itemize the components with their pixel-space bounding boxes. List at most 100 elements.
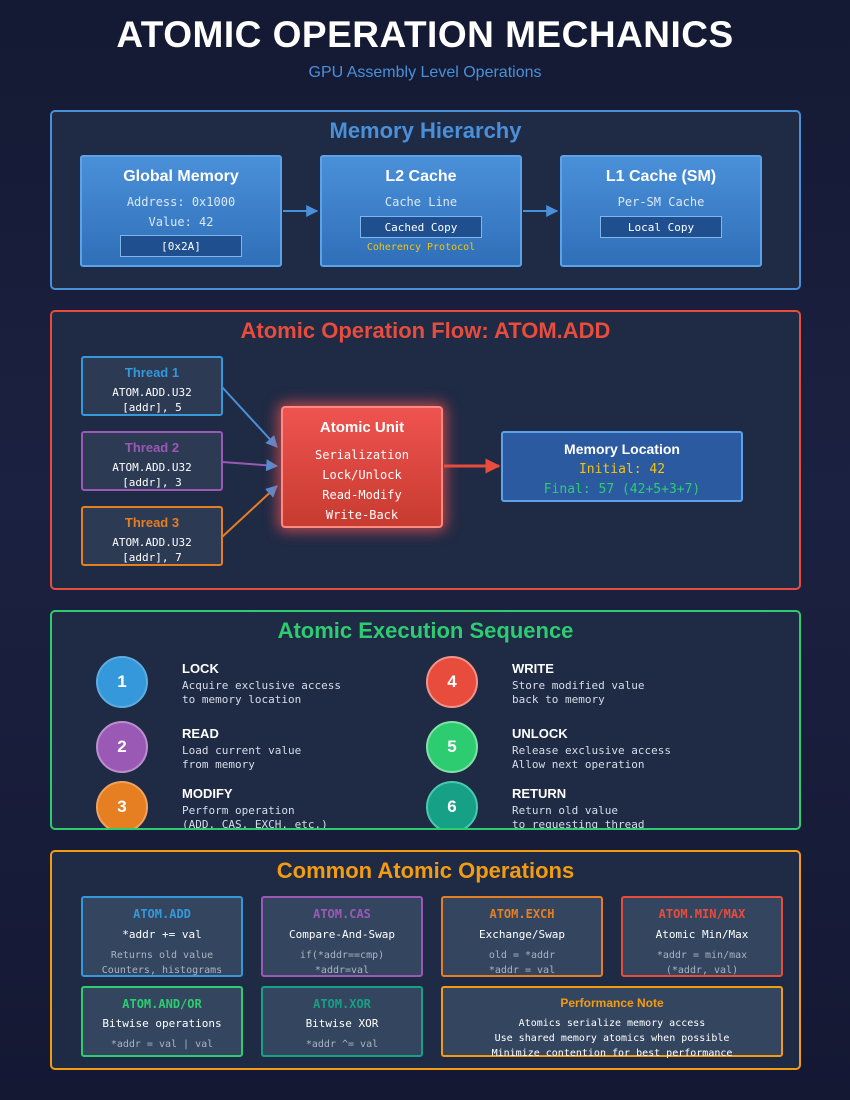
thread-3-instr: ATOM.ADD.U32 [112, 536, 192, 549]
op-atom-xor: ATOM.XOR Bitwise XOR *addr ^= val [261, 986, 423, 1057]
op-atom-cas-detail-1: if(*addr==cmp) [299, 950, 385, 961]
thread-1-name: Thread 1 [124, 365, 180, 380]
performance-note-line-2: Use shared memory atomics when possible [494, 1033, 730, 1044]
op-atom-cas: ATOM.CAS Compare-And-Swap if(*addr==cmp)… [261, 896, 423, 977]
thread-2-args: [addr], 3 [122, 476, 182, 489]
op-atom-xor-name: ATOM.XOR [313, 997, 371, 1011]
coherency-protocol-note: Coherency Protocol [366, 242, 476, 253]
thread-1-instr: ATOM.ADD.U32 [112, 386, 192, 399]
step-3-circle: 3 [96, 781, 148, 828]
l1-local-copy-chip: Local Copy [600, 216, 722, 238]
global-memory-title: Global Memory [123, 168, 239, 185]
global-memory-hex-chip: [0x2A] [120, 235, 242, 257]
thread3-arrow [221, 485, 278, 538]
thread-2-name: Thread 2 [124, 440, 180, 455]
op-atom-cas-detail-2: *addr=val [314, 965, 370, 976]
performance-note-line-3: Minimize contention for best performance [491, 1048, 733, 1059]
thread-1-args: [addr], 5 [122, 401, 182, 414]
op-atom-minmax-detail-1: *addr = min/max [656, 950, 748, 961]
op-atom-xor-detail: *addr ^= val [305, 1039, 379, 1050]
atomic-unit-rmw: Read-Modify [322, 488, 402, 502]
op-atom-exch-name: ATOM.EXCH [489, 907, 555, 921]
step-2-label: READ [182, 726, 219, 741]
atomic-unit-title: Atomic Unit [319, 419, 405, 436]
memory-location-box: Memory Location Initial: 42 Final: 57 (4… [501, 431, 743, 502]
memory-hierarchy-title: Memory Hierarchy [329, 118, 522, 143]
l1-cache-box: L1 Cache (SM) Per-SM Cache Local Copy [560, 155, 762, 267]
step-1-desc: Acquire exclusive access to memory locat… [182, 679, 341, 706]
l2-cache-line: Cache Line [384, 195, 458, 209]
op-atom-xor-desc: Bitwise XOR [305, 1017, 379, 1030]
atomic-unit-lock: Lock/Unlock [322, 468, 402, 482]
op-atom-add-name: ATOM.ADD [133, 907, 191, 921]
step-3-label: MODIFY [182, 786, 233, 801]
op-atom-add-desc: *addr += val [122, 928, 202, 941]
step-4-label: WRITE [512, 661, 554, 676]
op-atom-and-or-detail: *addr = val | val [110, 1039, 214, 1050]
atomic-unit-writeback: Write-Back [325, 508, 399, 522]
performance-note-line-1: Atomics serialize memory access [518, 1018, 706, 1029]
thread-3-args: [addr], 7 [122, 551, 182, 564]
op-atom-minmax: ATOM.MIN/MAX Atomic Min/Max *addr = min/… [621, 896, 783, 977]
step-3-desc: Perform operation (ADD, CAS, EXCH, etc.) [182, 804, 328, 830]
l1-per-sm-cache: Per-SM Cache [617, 195, 705, 209]
thread-1-box: Thread 1 ATOM.ADD.U32 [addr], 5 [81, 356, 223, 416]
op-atom-minmax-detail-2: (*addr, val) [665, 965, 739, 976]
memory-location-initial: Initial: 42 [578, 462, 666, 477]
op-atom-exch: ATOM.EXCH Exchange/Swap old = *addr *add… [441, 896, 603, 977]
flow-arrows [221, 386, 501, 538]
step-6-desc: Return old value to requesting thread [512, 804, 645, 830]
atomic-flow-title: Atomic Operation Flow: ATOM.ADD [240, 318, 611, 343]
op-atom-minmax-desc: Atomic Min/Max [655, 928, 749, 941]
thread2-arrow [221, 459, 279, 472]
step-2-desc: Load current value from memory [182, 744, 302, 771]
l2-cache-title: L2 Cache [385, 168, 457, 185]
atomic-unit-serialization: Serialization [315, 448, 409, 462]
memory-location-final: Final: 57 (42+5+3+7) [543, 482, 701, 497]
op-atom-and-or: ATOM.AND/OR Bitwise operations *addr = v… [81, 986, 243, 1057]
step-5-label: UNLOCK [512, 726, 568, 741]
common-ops-panel: Common Atomic Operations ATOM.ADD *addr … [50, 850, 801, 1070]
memory-arrows [283, 205, 559, 217]
l1-cache-title: L1 Cache (SM) [605, 168, 717, 185]
op-atom-and-or-desc: Bitwise operations [102, 1017, 222, 1030]
thread-2-box: Thread 2 ATOM.ADD.U32 [addr], 3 [81, 431, 223, 491]
l2-cached-copy-chip: Cached Copy [360, 216, 482, 238]
op-atom-add-detail-2: Counters, histograms [101, 965, 223, 976]
op-atom-and-or-name: ATOM.AND/OR [122, 997, 202, 1011]
op-atom-add: ATOM.ADD *addr += val Returns old value … [81, 896, 243, 977]
thread-3-name: Thread 3 [124, 515, 180, 530]
step-1-circle: 1 [96, 656, 148, 708]
atomic-unit-box: Atomic Unit Serialization Lock/Unlock Re… [281, 406, 443, 528]
step-4-circle: 4 [426, 656, 478, 708]
memory-hierarchy-panel: Memory Hierarchy Global Memory Address: … [50, 110, 801, 290]
thread-3-box: Thread 3 ATOM.ADD.U32 [addr], 7 [81, 506, 223, 566]
execution-sequence-title: Atomic Execution Sequence [277, 618, 574, 643]
performance-note-title: Performance Note [560, 996, 664, 1010]
global-memory-value: Value: 42 [148, 215, 214, 229]
memory-location-title: Memory Location [564, 441, 680, 457]
step-1-label: LOCK [182, 661, 219, 676]
op-atom-cas-name: ATOM.CAS [313, 907, 371, 921]
thread-2-instr: ATOM.ADD.U32 [112, 461, 192, 474]
step-2-circle: 2 [96, 721, 148, 773]
op-atom-exch-detail-1: old = *addr [488, 950, 556, 961]
page-subtitle: GPU Assembly Level Operations [308, 64, 542, 81]
global-memory-address: Address: 0x1000 [126, 195, 236, 209]
l2-cache-box: L2 Cache Cache Line Cached Copy Coherenc… [320, 155, 522, 267]
step-4-desc: Store modified value back to memory [512, 679, 645, 706]
atomic-flow-panel: Atomic Operation Flow: ATOM.ADD Thread 1… [50, 310, 801, 590]
common-ops-title: Common Atomic Operations [276, 858, 575, 883]
step-6-circle: 6 [426, 781, 478, 828]
op-atom-minmax-name: ATOM.MIN/MAX [658, 907, 746, 921]
execution-sequence-panel: Atomic Execution Sequence 1 LOCK Acquire… [50, 610, 801, 830]
step-5-circle: 5 [426, 721, 478, 773]
page-title: ATOMIC OPERATION MECHANICS [116, 14, 734, 55]
step-5-desc: Release exclusive access Allow next oper… [512, 744, 671, 771]
thread1-arrow [221, 386, 278, 448]
op-atom-exch-detail-2: *addr = val [488, 965, 556, 976]
op-atom-add-detail-1: Returns old value [110, 950, 214, 961]
op-atom-exch-desc: Exchange/Swap [478, 928, 566, 941]
step-6-label: RETURN [512, 786, 567, 801]
op-atom-cas-desc: Compare-And-Swap [289, 928, 395, 941]
